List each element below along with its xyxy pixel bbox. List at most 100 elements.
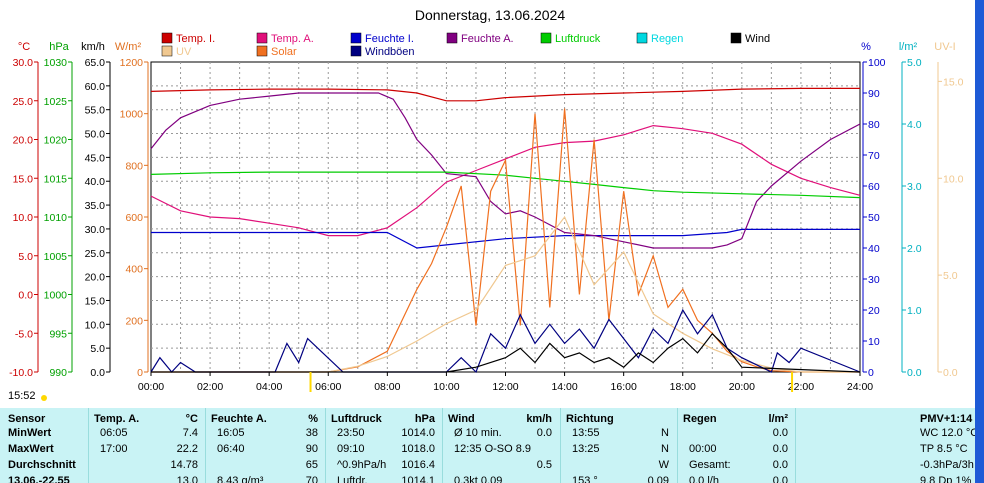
- left-tick-label: 0.0: [18, 290, 33, 302]
- left-tick-label: 10.0: [13, 212, 34, 224]
- left-tick-label: 5.0: [18, 251, 33, 263]
- cell-temp-time: 06:05: [100, 427, 128, 439]
- x-tick-label: 10:00: [433, 381, 459, 393]
- left-tick-label: 5.0: [90, 343, 105, 355]
- left-tick-label: 990: [49, 367, 67, 379]
- left-tick-label: 200: [125, 315, 143, 327]
- left-axis-label: °C: [18, 41, 30, 53]
- table-separator: [325, 408, 326, 483]
- right-tick-label: 5.0: [943, 270, 958, 282]
- legend-label: Wind: [745, 33, 770, 45]
- left-tick-label: 1200: [120, 57, 144, 69]
- right-axis-label: %: [861, 41, 871, 53]
- series-line: [151, 215, 860, 373]
- right-tick-label: 0.0: [907, 367, 922, 379]
- cell-richtung-time: 153 °: [572, 475, 598, 483]
- cell-richtung-time: 13:55: [572, 427, 600, 439]
- row-label: Durchschnitt: [8, 459, 76, 471]
- stats-table: Sensor MinWert MaxWert Durchschnitt 13.06.-2…: [0, 408, 975, 483]
- right-tick-label: 4.0: [907, 119, 922, 131]
- current-time-label: 15:52: [8, 390, 36, 402]
- cell-luftdruck-value: 1014.1: [401, 475, 435, 483]
- legend-swatch: [636, 32, 648, 44]
- cell-feuchte-value: 90: [305, 443, 318, 455]
- table-separator: [677, 408, 678, 483]
- col-header-luftdruck: Luftdruck: [331, 413, 382, 425]
- cell-feuchte-value: 65: [305, 459, 318, 471]
- right-axis-label: UV-I: [934, 41, 955, 53]
- cell-temp-value: 14.78: [170, 459, 198, 471]
- left-axis-label: hPa: [49, 41, 69, 53]
- col-unit-feuchte: %: [308, 413, 318, 425]
- legend-label: UV: [176, 46, 192, 58]
- col-header-sensor: Sensor: [8, 413, 46, 425]
- cell-richtung-value: N: [661, 443, 669, 455]
- legend-label: Windböen: [365, 46, 415, 58]
- table-separator: [205, 408, 206, 483]
- left-tick-label: 1000: [120, 109, 144, 121]
- cell-regen-value: 0.0: [772, 459, 788, 471]
- right-tick-label: 70: [868, 150, 880, 162]
- series-line: [151, 228, 860, 249]
- left-tick-label: 20.0: [13, 135, 34, 147]
- chart-title: Donnerstag, 13.06.2024: [415, 7, 565, 23]
- col-header-richtung: Richtung: [566, 413, 614, 425]
- x-tick-label: 14:00: [551, 381, 577, 393]
- chart-legend: Temp. I. Temp. A. Feuchte I. Feuchte A. Luft…: [161, 32, 770, 58]
- left-tick-label: 1025: [44, 96, 68, 108]
- left-tick-label: 50.0: [85, 129, 106, 141]
- right-tick-label: 30: [868, 274, 880, 286]
- cell-temp-value: 13.0: [176, 475, 198, 483]
- cell-luftdruck-value: 1016.4: [401, 459, 435, 471]
- right-tick-label: 50: [868, 212, 880, 224]
- legend-label: Feuchte A.: [461, 33, 514, 45]
- cell-luftdruck-value: 1018.0: [401, 443, 435, 455]
- left-tick-label: 600: [125, 212, 143, 224]
- right-tick-label: 10.0: [943, 173, 964, 185]
- legend-swatch: [350, 45, 362, 57]
- left-tick-label: 55.0: [85, 105, 106, 117]
- cell-richtung-time: 13:25: [572, 443, 600, 455]
- cell-temp-time: 17:00: [100, 443, 128, 455]
- left-tick-label: 1015: [44, 173, 68, 185]
- left-tick-label: 65.0: [85, 57, 106, 69]
- row-label: MinWert: [8, 427, 52, 439]
- series-line: [151, 332, 861, 373]
- col-unit-regen: l/m²: [768, 413, 788, 425]
- left-tick-label: 20.0: [85, 272, 106, 284]
- table-separator: [88, 408, 89, 483]
- cell-feuchte-time: 16:05: [217, 427, 245, 439]
- left-tick-label: 800: [125, 160, 143, 172]
- left-tick-label: 1010: [44, 212, 68, 224]
- cell-richtung-value: 0.09: [647, 475, 669, 483]
- cell-luftdruck-time: Luftdr.: [337, 475, 368, 483]
- cell-richtung-value: W: [658, 459, 669, 471]
- window-scrollbar[interactable]: [975, 0, 984, 483]
- left-tick-label: 45.0: [85, 152, 106, 164]
- col-unit-luftdruck: hPa: [414, 413, 435, 425]
- col-header-pmv: PMV+1:14: [920, 413, 973, 425]
- cell-temp-value: 7.4: [182, 427, 198, 439]
- cell-feuchte-value: 70: [305, 475, 318, 483]
- left-tick-label: 30.0: [85, 224, 106, 236]
- cell-pmv: 9.8 Dp 1%: [920, 475, 972, 483]
- cell-feuchte-time: 06:40: [217, 443, 245, 455]
- right-tick-label: 10: [868, 336, 880, 348]
- x-tick-label: 08:00: [374, 381, 400, 393]
- left-tick-label: 60.0: [85, 81, 106, 93]
- x-tick-label: 12:00: [492, 381, 518, 393]
- cell-feuchte-time: 8.43 g/m³: [217, 475, 264, 483]
- legend-label: Temp. I.: [176, 33, 215, 45]
- x-tick-label: 16:00: [611, 381, 637, 393]
- right-tick-label: 5.0: [907, 57, 922, 69]
- series-line: [150, 92, 861, 249]
- cell-regen-value: 0.0: [772, 443, 788, 455]
- cell-wind-time: 12:35 O-SO 8.9: [454, 443, 532, 455]
- row-label: MaxWert: [8, 443, 54, 455]
- legend-swatch: [161, 32, 173, 44]
- right-tick-label: 0.0: [943, 367, 958, 379]
- table-separator: [795, 408, 796, 483]
- cell-regen-value: 0.0: [772, 475, 788, 483]
- row-label: 13.06.-22.55: [8, 475, 70, 483]
- cell-luftdruck-value: 1014.0: [401, 427, 435, 439]
